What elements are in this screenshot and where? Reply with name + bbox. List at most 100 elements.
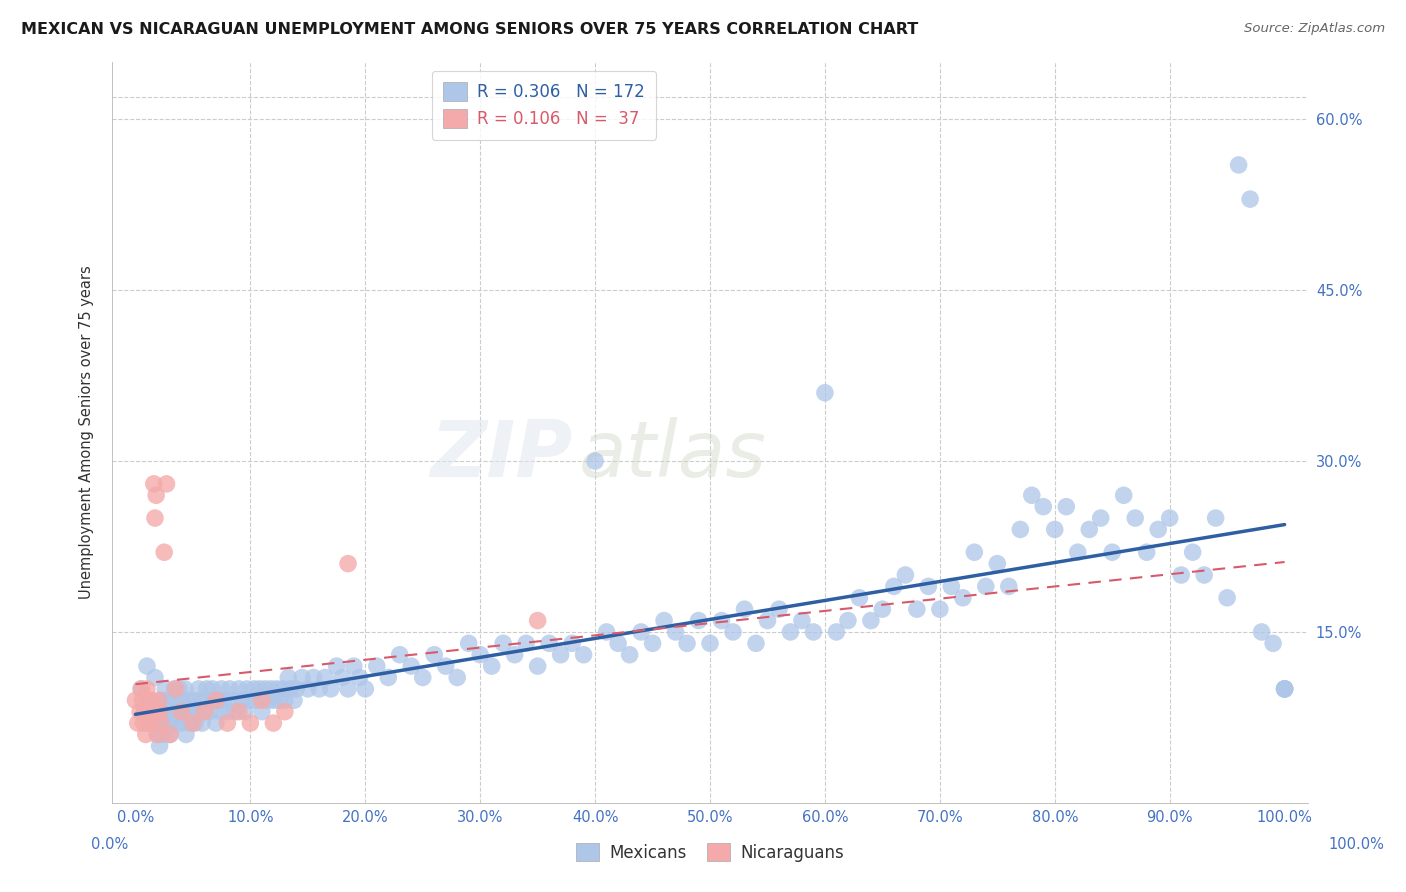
Point — [434, 659, 457, 673]
Point — [149, 739, 172, 753]
Point — [1274, 681, 1296, 696]
Point — [1181, 545, 1204, 559]
Point — [170, 716, 193, 731]
Point — [803, 624, 825, 639]
Point — [135, 727, 157, 741]
Point — [145, 488, 167, 502]
Point — [941, 579, 963, 593]
Point — [184, 716, 207, 731]
Point — [515, 636, 537, 650]
Point — [129, 681, 152, 696]
Point — [872, 602, 894, 616]
Point — [1021, 488, 1043, 502]
Point — [412, 671, 434, 685]
Point — [191, 716, 214, 731]
Point — [197, 693, 219, 707]
Point — [302, 671, 325, 685]
Point — [905, 602, 928, 616]
Point — [228, 681, 250, 696]
Point — [152, 727, 174, 741]
Point — [146, 705, 169, 719]
Point — [883, 579, 905, 593]
Point — [127, 716, 149, 731]
Point — [150, 693, 173, 707]
Point — [262, 716, 284, 731]
Point — [401, 659, 423, 673]
Point — [256, 693, 278, 707]
Point — [159, 727, 181, 741]
Point — [1205, 511, 1227, 525]
Point — [526, 614, 548, 628]
Point — [160, 716, 183, 731]
Point — [142, 705, 165, 719]
Point — [1112, 488, 1135, 502]
Point — [193, 705, 215, 719]
Point — [330, 671, 353, 685]
Y-axis label: Unemployment Among Seniors over 75 years: Unemployment Among Seniors over 75 years — [79, 266, 94, 599]
Point — [1123, 511, 1146, 525]
Point — [721, 624, 744, 639]
Point — [377, 671, 399, 685]
Point — [167, 681, 190, 696]
Point — [181, 716, 204, 731]
Point — [271, 681, 294, 696]
Point — [148, 693, 170, 707]
Point — [676, 636, 699, 650]
Point — [630, 624, 652, 639]
Point — [224, 705, 246, 719]
Point — [1043, 523, 1066, 537]
Point — [193, 705, 215, 719]
Point — [986, 557, 1008, 571]
Point — [280, 681, 302, 696]
Point — [129, 705, 152, 719]
Point — [423, 648, 446, 662]
Point — [153, 705, 176, 719]
Point — [917, 579, 939, 593]
Point — [166, 693, 188, 707]
Text: 0.0%: 0.0% — [91, 837, 128, 852]
Point — [149, 705, 172, 719]
Point — [446, 671, 468, 685]
Point — [1216, 591, 1239, 605]
Point — [349, 671, 371, 685]
Point — [174, 727, 197, 741]
Point — [207, 693, 229, 707]
Text: Source: ZipAtlas.com: Source: ZipAtlas.com — [1244, 22, 1385, 36]
Point — [492, 636, 515, 650]
Point — [963, 545, 986, 559]
Point — [314, 671, 336, 685]
Point — [141, 693, 163, 707]
Point — [231, 693, 253, 707]
Point — [837, 614, 859, 628]
Point — [146, 727, 169, 741]
Point — [187, 681, 209, 696]
Point — [457, 636, 479, 650]
Point — [1250, 624, 1272, 639]
Point — [217, 716, 239, 731]
Point — [165, 681, 187, 696]
Point — [250, 693, 273, 707]
Point — [173, 681, 195, 696]
Point — [325, 659, 347, 673]
Point — [136, 681, 159, 696]
Point — [734, 602, 756, 616]
Point — [138, 693, 160, 707]
Point — [250, 705, 273, 719]
Point — [181, 693, 204, 707]
Point — [149, 716, 172, 731]
Point — [779, 624, 801, 639]
Point — [790, 614, 813, 628]
Text: 100.0%: 100.0% — [1329, 837, 1385, 852]
Point — [163, 681, 186, 696]
Point — [1274, 681, 1296, 696]
Point — [159, 727, 181, 741]
Point — [173, 705, 195, 719]
Point — [205, 693, 228, 707]
Point — [1274, 681, 1296, 696]
Point — [1274, 681, 1296, 696]
Point — [337, 557, 360, 571]
Text: atlas: atlas — [579, 417, 766, 493]
Point — [205, 716, 228, 731]
Point — [354, 681, 377, 696]
Point — [236, 681, 259, 696]
